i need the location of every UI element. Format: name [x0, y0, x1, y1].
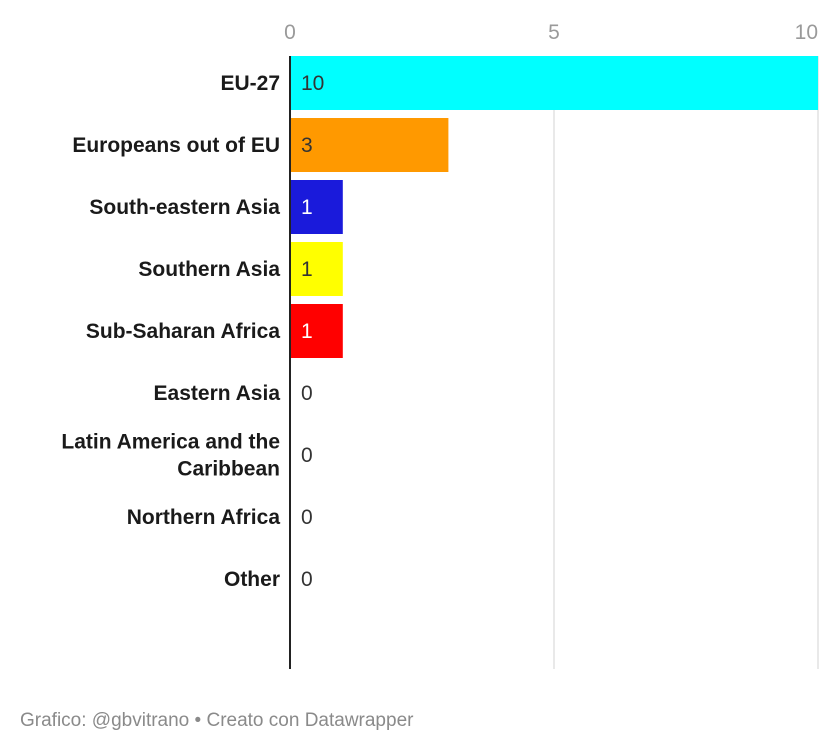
tick-label: 5	[548, 21, 560, 44]
category-label: Sub-Saharan Africa	[86, 320, 280, 343]
bar	[290, 56, 818, 110]
chart-footer: Grafico: @gbvitrano • Creato con Datawra…	[20, 710, 413, 732]
category-label: Southern Asia	[138, 258, 280, 281]
category-label: Northern Africa	[127, 506, 281, 529]
category-label: Eastern Asia	[154, 382, 281, 405]
bar	[290, 118, 449, 172]
category-label: South-eastern Asia	[89, 196, 280, 219]
category-label: Other	[224, 568, 280, 591]
bar	[290, 304, 343, 358]
bar	[290, 180, 343, 234]
category-label: EU-27	[220, 72, 280, 95]
data-label: 0	[301, 382, 313, 405]
tick-label: 10	[795, 21, 818, 44]
data-label: 1	[301, 196, 313, 219]
footer-tool: Creato con Datawrapper	[206, 710, 414, 731]
data-label: 0	[301, 444, 313, 467]
data-label: 0	[301, 506, 313, 529]
category-label: Latin America and the	[61, 431, 280, 454]
category-label: Caribbean	[177, 458, 280, 481]
data-label: 3	[301, 134, 313, 157]
tick-label: 0	[284, 21, 296, 44]
category-label: Europeans out of EU	[72, 134, 280, 157]
data-label: 1	[301, 320, 313, 343]
bar	[290, 242, 343, 296]
footer-separator: •	[194, 710, 202, 731]
footer-credit: Grafico: @gbvitrano	[20, 710, 190, 731]
data-label: 1	[301, 258, 313, 281]
data-label: 10	[301, 72, 324, 95]
data-label: 0	[301, 568, 313, 591]
